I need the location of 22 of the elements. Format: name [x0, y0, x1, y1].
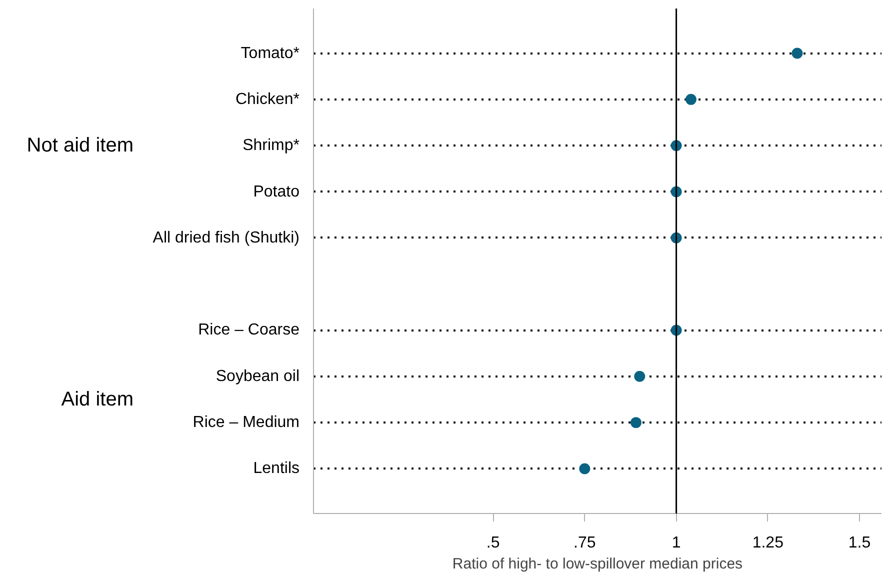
y-tick-label: Rice – Medium: [192, 414, 300, 432]
y-tick-label: Shrimp*: [242, 137, 300, 154]
y-tick-label: All dried fish (Shutki): [152, 229, 300, 246]
x-tick-label: 1.25: [752, 534, 784, 552]
y-tick-label: Potato: [253, 183, 300, 200]
x-tick-label: .5: [486, 534, 500, 552]
point: [685, 94, 696, 105]
y-tick-label: Tomato*: [240, 44, 300, 62]
x-axis-title: Ratio of high- to low-spillover median prices: [452, 556, 743, 572]
point: [630, 417, 642, 428]
point: [579, 463, 590, 474]
x-tick-label: 1.5: [848, 534, 871, 552]
y-tick-label: Soybean oil: [216, 368, 300, 385]
point: [634, 370, 646, 382]
text: Not aid item: [26, 134, 134, 157]
x-tick-label: .75: [574, 534, 596, 552]
x-tick-label: 1: [672, 534, 681, 552]
y-tick-label: Chicken*: [235, 90, 300, 108]
y-tick-label: Lentils: [253, 460, 300, 478]
point: [792, 48, 803, 59]
y-tick-label: Rice – Coarse: [198, 322, 300, 339]
text: Aid item: [61, 388, 134, 410]
